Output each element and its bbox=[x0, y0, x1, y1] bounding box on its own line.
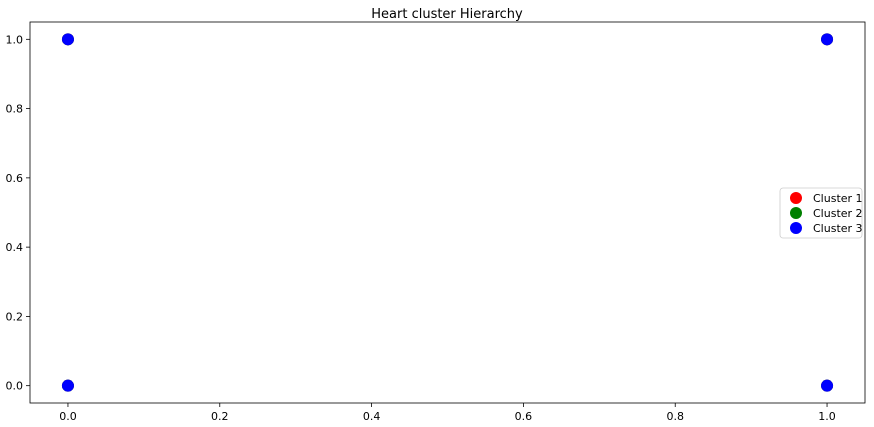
legend-label-cluster-1: Cluster 1 bbox=[813, 192, 863, 205]
cluster-3-point bbox=[61, 379, 74, 392]
cluster-3-point bbox=[821, 33, 834, 46]
axes-layer: 0.0 0.2 0.4 0.6 0.8 1.0 0.0 0.2 0.4 0.6 0.8 1.0 bbox=[6, 33, 836, 423]
x-tick-label: 1.0 bbox=[818, 410, 836, 423]
x-tick-label: 0.4 bbox=[363, 410, 381, 423]
chart-title: Heart cluster Hierarchy bbox=[371, 7, 523, 22]
x-tick-label: 0.2 bbox=[211, 410, 229, 423]
y-tick-label: 0.8 bbox=[6, 103, 24, 116]
legend-marker-cluster-3 bbox=[790, 222, 802, 234]
marks-layer bbox=[61, 33, 834, 392]
legend: Cluster 1 Cluster 2 Cluster 3 bbox=[779, 187, 863, 239]
y-tick-label: 1.0 bbox=[6, 33, 24, 46]
y-tick-label: 0.6 bbox=[6, 172, 24, 185]
y-tick-label: 0.0 bbox=[6, 380, 24, 393]
legend-label-cluster-2: Cluster 2 bbox=[813, 207, 863, 220]
y-tick-label: 0.2 bbox=[6, 310, 24, 323]
y-tick-label: 0.4 bbox=[6, 241, 24, 254]
x-tick-label: 0.6 bbox=[515, 410, 533, 423]
plot-frame bbox=[29, 21, 866, 404]
x-tick-label: 0.8 bbox=[666, 410, 684, 423]
cluster-3-point bbox=[61, 33, 74, 46]
legend-marker-cluster-2 bbox=[790, 207, 802, 219]
legend-label-cluster-3: Cluster 3 bbox=[813, 222, 863, 235]
legend-marker-cluster-1 bbox=[790, 192, 802, 204]
x-tick-label: 0.0 bbox=[59, 410, 77, 423]
cluster-3-point bbox=[821, 379, 834, 392]
